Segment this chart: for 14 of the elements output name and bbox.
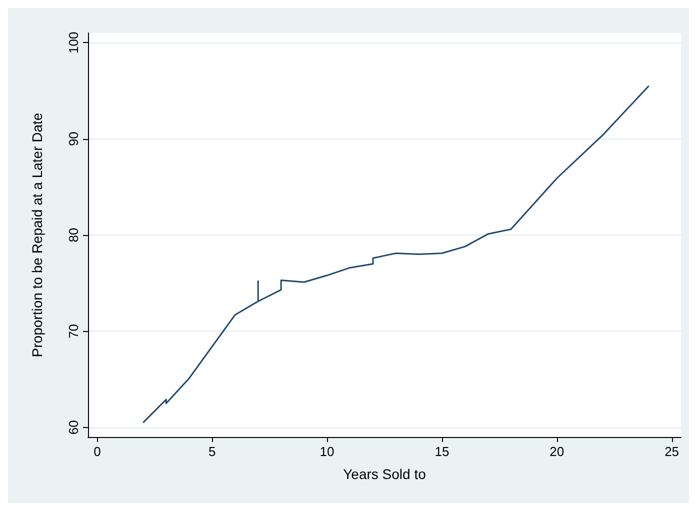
y-tick-label: 70: [66, 324, 81, 338]
x-tick-label: 5: [208, 444, 216, 459]
x-tick-label: 15: [434, 444, 450, 459]
y-tick-label: 60: [66, 420, 81, 435]
x-tick-label: 0: [94, 444, 101, 459]
y-tick-label: 90: [66, 132, 81, 146]
y-axis-title: Proportion to be Repaid at a Later Date: [29, 112, 45, 358]
y-tick-label: 100: [66, 32, 81, 54]
line-series: [142, 85, 650, 424]
x-axis-title: Years Sold to: [343, 466, 426, 482]
x-tick-label: 20: [550, 444, 564, 459]
y-tick-label: 80: [66, 228, 81, 242]
x-tick-label: 10: [320, 444, 334, 459]
x-tick-label: 25: [664, 444, 680, 459]
